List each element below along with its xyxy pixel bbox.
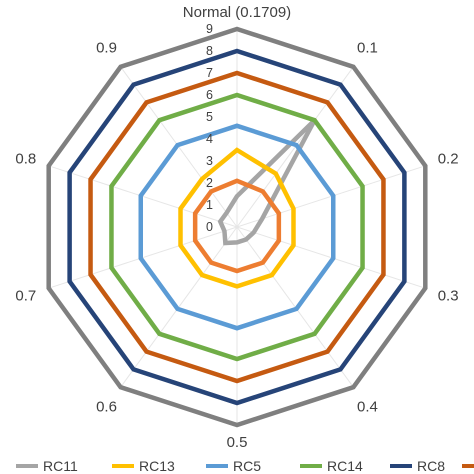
series-line-rc14 xyxy=(109,92,365,362)
series-line-rc8 xyxy=(67,48,407,406)
radial-tick-label: 3 xyxy=(206,154,213,168)
series-line-unlabeled-5 xyxy=(88,70,386,384)
legend-label: RC8 xyxy=(417,458,445,474)
series-line-rc5 xyxy=(138,123,336,331)
radial-tick-label: 8 xyxy=(206,44,213,58)
category-label: 0.1 xyxy=(357,39,378,56)
category-label: 0.8 xyxy=(15,150,36,167)
radial-tick-label: 9 xyxy=(206,22,213,36)
series-line-unlabeled-7 xyxy=(46,26,428,428)
legend-label: RC11 xyxy=(43,458,78,474)
category-label: 0.9 xyxy=(96,39,117,56)
category-label: Normal (0.1709) xyxy=(183,4,291,21)
radial-tick-label: 6 xyxy=(206,88,213,102)
radial-tick-label: 5 xyxy=(206,110,213,124)
radial-tick-label: 0 xyxy=(206,220,213,234)
radial-tick-label: 7 xyxy=(206,66,213,80)
legend-label: RC5 xyxy=(233,458,261,474)
category-label: 0.5 xyxy=(227,434,248,451)
category-label: 0.6 xyxy=(96,399,117,416)
radial-tick-label: 4 xyxy=(206,132,213,146)
series-line-unlabeled-6 xyxy=(192,178,282,274)
legend-label: RC14 xyxy=(327,458,363,474)
category-label: 0.4 xyxy=(357,399,378,416)
category-label: 0.2 xyxy=(438,150,459,167)
legend-label: RC13 xyxy=(139,458,175,474)
category-label: 0.7 xyxy=(15,288,36,305)
category-label: 0.3 xyxy=(438,288,459,305)
radial-tick-label: 1 xyxy=(206,198,213,212)
series-line-rc13 xyxy=(178,147,296,289)
radial-tick-label: 2 xyxy=(206,176,213,190)
